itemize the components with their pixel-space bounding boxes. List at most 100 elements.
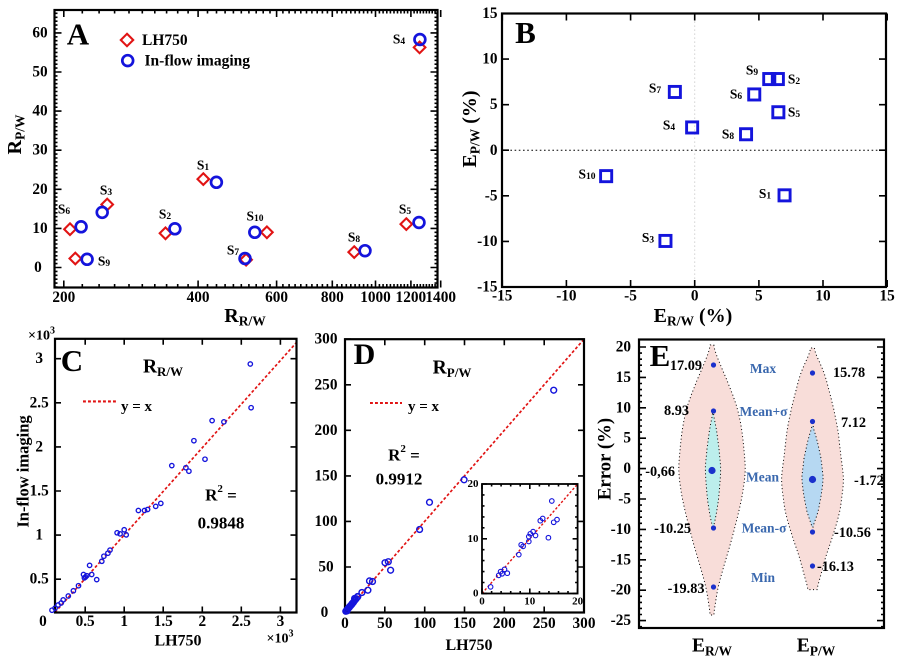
svg-text:1: 1 [35, 527, 43, 544]
svg-text:150: 150 [453, 615, 476, 632]
svg-text:1000: 1000 [360, 289, 391, 306]
svg-text:-10.56: -10.56 [834, 525, 871, 541]
svg-text:50: 50 [377, 615, 393, 632]
svg-text:0: 0 [473, 588, 479, 600]
svg-text:-10.25: -10.25 [654, 521, 691, 537]
svg-text:Mean-σ: Mean-σ [742, 521, 787, 536]
svg-text:200: 200 [52, 289, 75, 306]
svg-text:1.5: 1.5 [30, 483, 49, 500]
svg-text:15: 15 [482, 5, 498, 22]
svg-text:-15: -15 [477, 279, 498, 296]
svg-text:0.5: 0.5 [30, 571, 49, 588]
svg-text:-16.13: -16.13 [817, 559, 854, 575]
svg-text:150: 150 [315, 467, 338, 484]
svg-text:100: 100 [315, 513, 338, 530]
svg-text:50: 50 [318, 558, 334, 575]
svg-text:-5: -5 [618, 491, 631, 508]
svg-text:2: 2 [198, 613, 206, 630]
svg-text:In-flow imaging: In-flow imaging [14, 415, 33, 528]
svg-text:10: 10 [32, 220, 48, 237]
svg-text:1: 1 [120, 613, 128, 630]
svg-text:2.5: 2.5 [232, 613, 251, 630]
svg-text:2: 2 [35, 438, 43, 455]
svg-text:In-flow imaging: In-flow imaging [145, 53, 251, 70]
svg-text:0: 0 [479, 596, 485, 608]
svg-text:15: 15 [880, 288, 896, 305]
svg-text:20: 20 [32, 181, 48, 198]
svg-text:-0,66: -0,66 [645, 464, 675, 480]
svg-text:250: 250 [533, 615, 556, 632]
svg-text:-10: -10 [611, 521, 632, 538]
svg-text:3: 3 [35, 350, 43, 367]
svg-text:×103: ×103 [267, 628, 294, 647]
svg-text:-19.83: -19.83 [668, 581, 705, 597]
svg-text:-10: -10 [477, 233, 498, 250]
svg-text:C: C [61, 343, 83, 378]
svg-text:R2 =: R2 = [205, 483, 237, 505]
svg-text:10: 10 [468, 533, 480, 545]
svg-text:17.09: 17.09 [670, 358, 702, 374]
svg-text:15: 15 [616, 369, 632, 386]
svg-text:R2 =: R2 = [388, 443, 420, 465]
svg-text:-25: -25 [611, 612, 632, 629]
svg-text:LH750: LH750 [142, 32, 188, 49]
svg-text:y = x: y = x [408, 399, 440, 415]
svg-text:0.9912: 0.9912 [376, 470, 423, 489]
svg-text:300: 300 [315, 331, 338, 348]
svg-text:8.93: 8.93 [664, 403, 689, 419]
svg-text:3: 3 [277, 613, 285, 630]
svg-text:250: 250 [315, 376, 338, 393]
svg-text:10: 10 [815, 288, 831, 305]
svg-text:20: 20 [468, 478, 480, 490]
svg-text:0: 0 [341, 615, 349, 632]
svg-text:5: 5 [623, 430, 631, 447]
svg-text:100: 100 [413, 615, 436, 632]
svg-text:EP/W (%): EP/W (%) [459, 90, 482, 167]
svg-text:-5: -5 [624, 288, 637, 305]
svg-text:0: 0 [623, 460, 631, 477]
svg-text:1.5: 1.5 [154, 613, 173, 630]
svg-text:B: B [515, 15, 536, 50]
svg-text:10: 10 [482, 51, 498, 68]
svg-text:50: 50 [32, 64, 48, 81]
svg-text:Mean: Mean [746, 470, 779, 485]
svg-text:0: 0 [691, 288, 699, 305]
svg-text:LH750: LH750 [154, 633, 201, 650]
svg-text:-20: -20 [611, 582, 632, 599]
svg-text:40: 40 [32, 103, 48, 120]
svg-text:5: 5 [490, 96, 498, 113]
svg-text:1200: 1200 [396, 289, 427, 306]
svg-text:LH750: LH750 [445, 637, 492, 654]
svg-text:20: 20 [572, 596, 584, 608]
svg-text:0: 0 [321, 604, 329, 621]
svg-text:0: 0 [490, 142, 498, 159]
svg-text:200: 200 [315, 422, 338, 439]
svg-text:800: 800 [321, 289, 344, 306]
svg-text:200: 200 [493, 615, 516, 632]
svg-text:-1.72: -1.72 [854, 473, 884, 489]
svg-text:1400: 1400 [425, 289, 456, 306]
svg-text:400: 400 [187, 289, 210, 306]
svg-text:Error (%): Error (%) [595, 418, 616, 500]
svg-text:30: 30 [32, 142, 48, 159]
svg-text:10: 10 [616, 399, 632, 416]
svg-text:10: 10 [524, 596, 536, 608]
svg-text:D: D [354, 338, 376, 371]
svg-text:600: 600 [265, 289, 288, 306]
svg-text:0: 0 [39, 613, 47, 630]
svg-text:7.12: 7.12 [841, 415, 866, 431]
svg-text:-5: -5 [485, 187, 498, 204]
svg-text:60: 60 [32, 24, 48, 41]
svg-text:0.5: 0.5 [76, 613, 95, 630]
svg-text:2.5: 2.5 [30, 394, 49, 411]
svg-text:0: 0 [34, 259, 42, 276]
svg-text:Max: Max [750, 361, 776, 376]
svg-text:5: 5 [755, 288, 763, 305]
svg-text:15.78: 15.78 [833, 365, 865, 381]
svg-text:y = x: y = x [121, 399, 153, 415]
svg-text:Mean+σ: Mean+σ [739, 404, 788, 419]
svg-text:0.9848: 0.9848 [198, 514, 245, 533]
svg-text:20: 20 [616, 339, 632, 356]
svg-text:300: 300 [573, 615, 596, 632]
svg-text:A: A [67, 17, 90, 52]
